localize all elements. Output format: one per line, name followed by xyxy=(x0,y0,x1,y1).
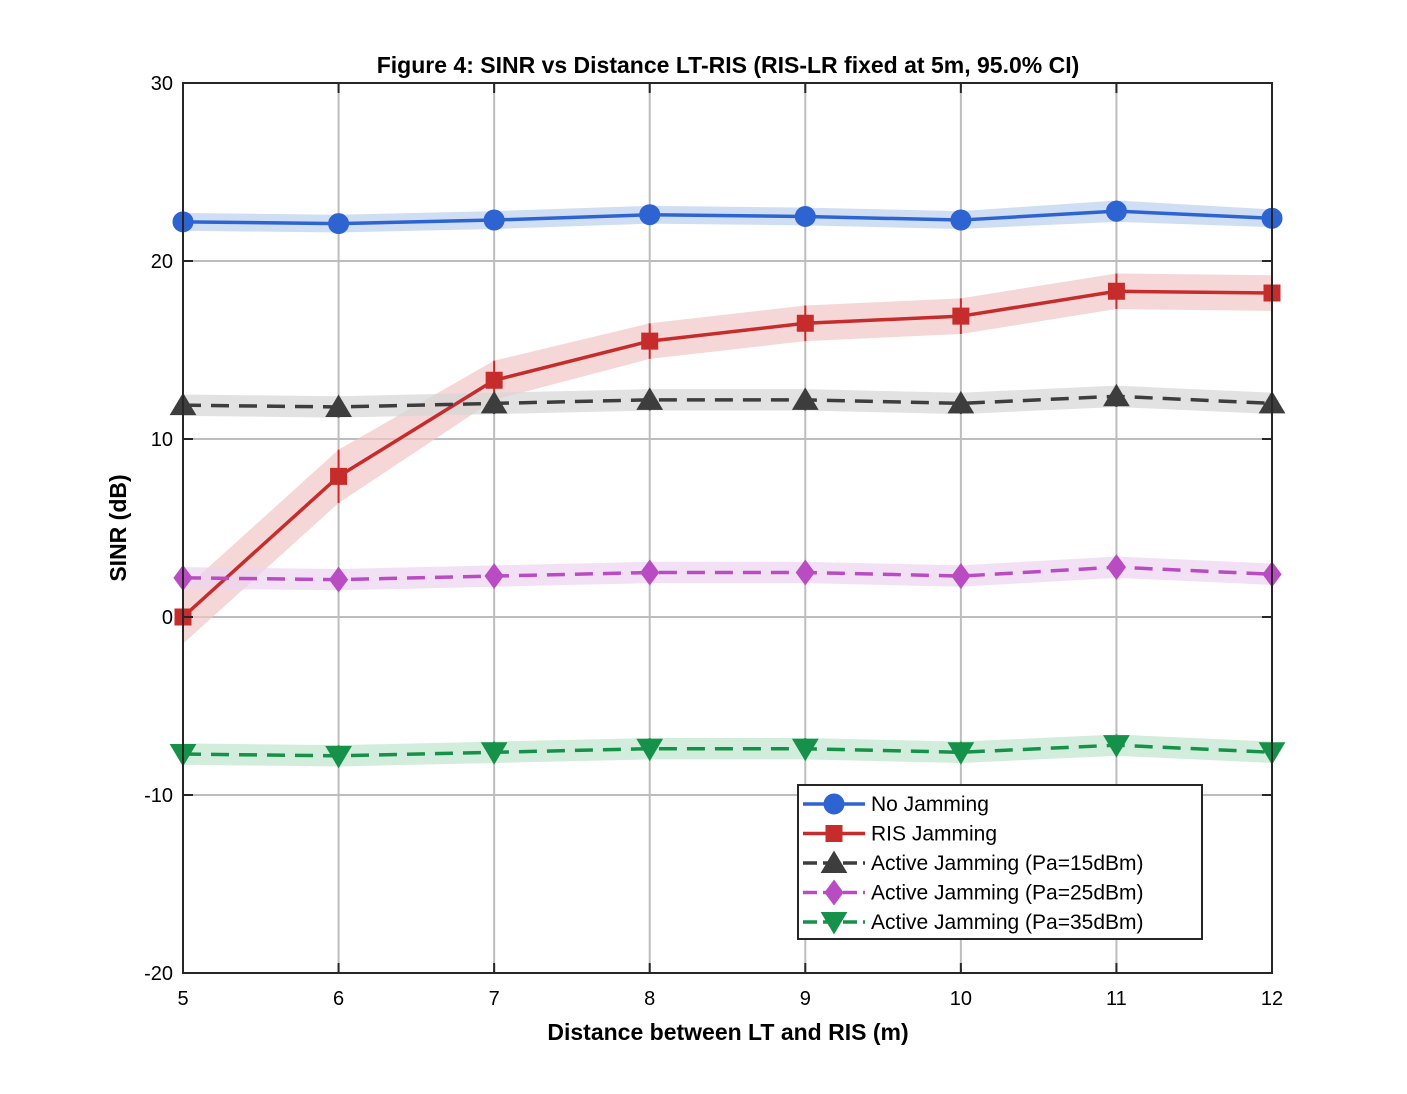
plot-frame xyxy=(182,82,1273,974)
data-point-active-jamming-pa-35dbm xyxy=(636,738,664,762)
data-point-active-jamming-pa-15dbm xyxy=(636,387,664,410)
series-line-active-jamming-pa-15dbm xyxy=(182,394,1273,409)
data-point-active-jamming-pa-15dbm xyxy=(791,387,819,410)
data-point-no-jamming xyxy=(639,204,661,226)
y-tick-label: -10 xyxy=(144,785,173,807)
legend-label-active-jamming-pa-25dbm: Active Jamming (Pa=25dBm) xyxy=(871,882,1144,905)
ci-band-active-jamming-pa-35dbm xyxy=(183,734,1272,767)
y-tick-label: 0 xyxy=(162,607,173,629)
x-tick-label: 9 xyxy=(800,988,811,1010)
legend-marker-ris-jamming xyxy=(825,825,843,842)
data-point-active-jamming-pa-25dbm xyxy=(951,563,971,590)
series-line-active-jamming-pa-35dbm xyxy=(182,743,1273,758)
legend-marker-no-jamming xyxy=(823,793,845,815)
chart-title: Figure 4: SINR vs Distance LT-RIS (RIS-L… xyxy=(377,52,1080,78)
legend-label-active-jamming-pa-35dbm: Active Jamming (Pa=35dBm) xyxy=(871,911,1144,934)
legend-label-ris-jamming: RIS Jamming xyxy=(871,823,997,846)
data-point-ris-jamming xyxy=(952,307,970,325)
data-point-ris-jamming xyxy=(1107,282,1125,300)
data-point-active-jamming-pa-15dbm xyxy=(325,394,352,417)
axis-ticks: 5 6 7 8 9 10 11 12 -20 -10 0 10 20 30 xyxy=(144,73,1283,1010)
x-tick-label: 7 xyxy=(489,988,500,1010)
data-point-active-jamming-pa-15dbm xyxy=(947,390,975,414)
data-point-no-jamming xyxy=(794,206,816,227)
legend-box xyxy=(797,784,1203,940)
legend-label-active-jamming-pa-15dbm: Active Jamming (Pa=15dBm) xyxy=(871,852,1144,875)
y-tick-label: 10 xyxy=(151,429,173,451)
legend: No Jamming RIS Jamming Active Jamming (Pa=… xyxy=(797,784,1203,940)
data-point-active-jamming-pa-15dbm xyxy=(1103,383,1130,407)
x-tick-label: 8 xyxy=(644,988,655,1010)
x-tick-label: 5 xyxy=(177,988,188,1010)
data-point-active-jamming-pa-25dbm xyxy=(484,563,504,590)
data-point-active-jamming-pa-25dbm xyxy=(1106,554,1127,581)
series-line-active-jamming-pa-25dbm xyxy=(182,565,1273,582)
data-point-active-jamming-pa-35dbm xyxy=(480,742,508,765)
data-point-ris-jamming xyxy=(330,467,348,485)
y-tick-label: -20 xyxy=(144,963,173,985)
data-point-no-jamming xyxy=(1105,200,1127,222)
x-tick-label: 11 xyxy=(1106,988,1127,1010)
data-point-active-jamming-pa-15dbm xyxy=(480,390,508,414)
data-point-active-jamming-pa-25dbm xyxy=(328,566,349,593)
ci-band-active-jamming-pa-15dbm xyxy=(183,385,1272,418)
x-tick-label: 6 xyxy=(333,988,344,1010)
data-point-active-jamming-pa-35dbm xyxy=(947,742,975,765)
data-point-no-jamming xyxy=(950,209,972,231)
data-point-no-jamming xyxy=(328,213,350,235)
data-point-ris-jamming xyxy=(641,332,659,350)
data-point-active-jamming-pa-35dbm xyxy=(791,738,819,762)
y-axis-label: SINR (dB) xyxy=(105,474,131,581)
x-tick-label: 12 xyxy=(1261,988,1283,1010)
confidence-bands xyxy=(183,200,1272,767)
data-point-active-jamming-pa-35dbm xyxy=(1103,735,1130,758)
data-point-no-jamming xyxy=(483,209,505,231)
series-line-ris-jamming xyxy=(181,289,1273,619)
data-point-active-jamming-pa-35dbm xyxy=(325,745,352,769)
y-tick-label: 20 xyxy=(151,251,173,273)
ci-band-ris-jamming xyxy=(183,273,1272,644)
x-tick-label: 10 xyxy=(950,988,972,1010)
x-axis-label: Distance between LT and RIS (m) xyxy=(547,1019,908,1045)
series-line-no-jamming xyxy=(182,209,1273,226)
y-tick-label: 30 xyxy=(151,73,173,95)
data-point-active-jamming-pa-25dbm xyxy=(640,559,660,586)
legend-label-no-jamming: No Jamming xyxy=(871,793,989,816)
data-point-ris-jamming xyxy=(796,314,814,332)
legend-marker-active-jamming-pa-15dbm xyxy=(820,850,848,873)
data-point-ris-jamming xyxy=(485,371,503,389)
legend-marker-active-jamming-pa-35dbm xyxy=(820,912,848,935)
legend-marker-active-jamming-pa-25dbm xyxy=(824,879,844,906)
data-point-active-jamming-pa-25dbm xyxy=(795,559,815,586)
